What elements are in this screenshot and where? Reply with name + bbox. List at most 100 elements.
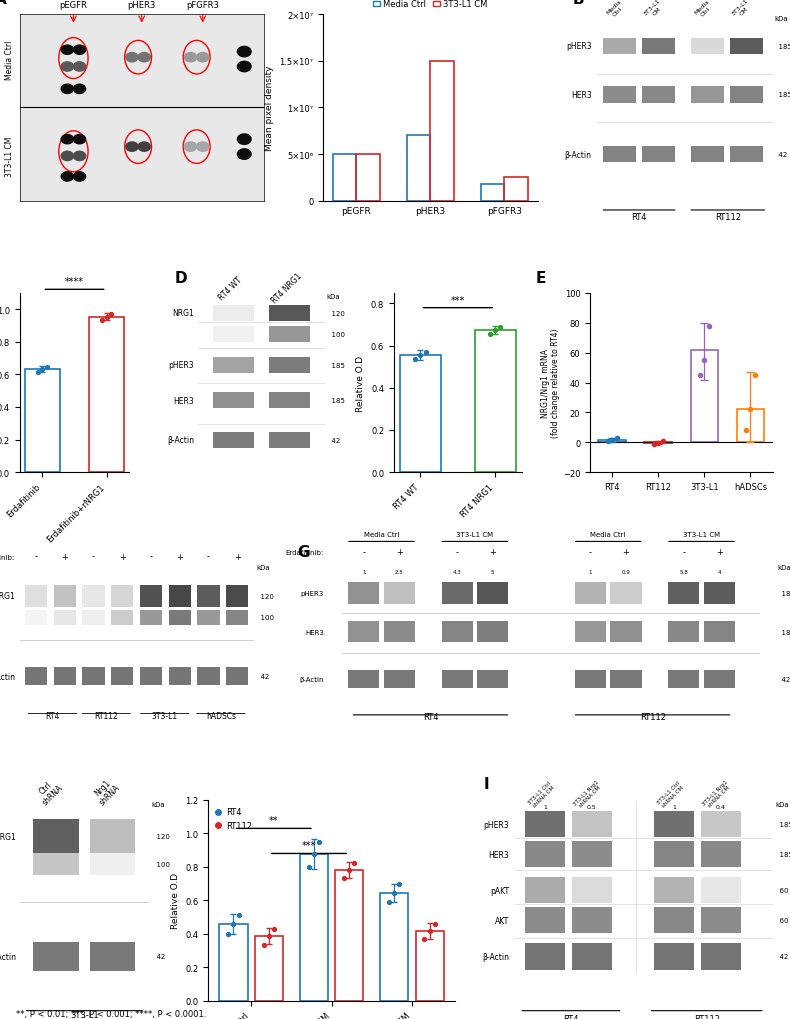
Bar	[704, 583, 735, 604]
Y-axis label: NRG1/Nrg1 mRNA
(fold change relative to RT4): NRG1/Nrg1 mRNA (fold change relative to …	[540, 328, 560, 438]
Bar	[226, 667, 248, 686]
Bar	[213, 432, 254, 448]
Bar	[213, 306, 254, 321]
Bar	[480, 184, 504, 202]
Text: AKT: AKT	[495, 916, 509, 925]
Bar	[407, 137, 431, 202]
Bar	[226, 610, 248, 626]
Text: -: -	[589, 548, 592, 556]
Bar	[416, 931, 444, 1001]
Text: 3T3-L1
CM: 3T3-L1 CM	[731, 0, 754, 21]
Text: 3T3-L1 Nrg1
shRNA CM: 3T3-L1 Nrg1 shRNA CM	[702, 779, 733, 810]
Circle shape	[184, 143, 197, 152]
Bar	[575, 671, 606, 689]
Bar	[33, 819, 78, 853]
Bar	[641, 87, 675, 104]
Text: β-Actin: β-Actin	[482, 952, 509, 961]
Bar	[701, 944, 741, 970]
Text: -: -	[683, 548, 685, 556]
Text: Media
Ctrl: Media Ctrl	[694, 0, 714, 20]
Text: 185: 185	[327, 398, 344, 404]
Bar	[33, 943, 78, 970]
Text: 42: 42	[774, 152, 788, 158]
Bar	[654, 811, 694, 838]
Text: 120: 120	[152, 834, 169, 840]
Bar	[33, 853, 78, 875]
Text: 3T3-L1 Ctrl
shRNA CM: 3T3-L1 Ctrl shRNA CM	[527, 780, 556, 809]
Text: HER3: HER3	[488, 850, 509, 859]
Text: 185: 185	[775, 851, 790, 857]
Text: HER3: HER3	[173, 396, 194, 406]
Text: kDa: kDa	[327, 294, 340, 300]
Text: +: +	[62, 552, 68, 561]
Bar	[477, 622, 508, 643]
Text: 5.8: 5.8	[679, 570, 688, 575]
Bar	[82, 586, 105, 607]
Bar	[269, 327, 310, 342]
Bar	[701, 811, 741, 838]
Y-axis label: Relative O.D: Relative O.D	[171, 872, 179, 928]
Text: 3T3-L1
CM: 3T3-L1 CM	[643, 0, 666, 21]
Circle shape	[238, 150, 251, 160]
Text: -: -	[363, 548, 365, 556]
Text: +: +	[396, 548, 403, 556]
Text: ***: ***	[450, 296, 465, 306]
Text: 3T3-L1 CM: 3T3-L1 CM	[457, 532, 494, 538]
Circle shape	[238, 62, 251, 72]
Legend: Media Ctrl, 3T3-L1 CM: Media Ctrl, 3T3-L1 CM	[370, 0, 491, 13]
Circle shape	[184, 53, 197, 63]
Circle shape	[73, 172, 85, 182]
Bar	[442, 583, 472, 604]
Text: β-Actin: β-Actin	[299, 677, 324, 683]
Bar	[442, 671, 472, 689]
Bar	[691, 39, 724, 55]
Circle shape	[62, 63, 73, 72]
Bar	[668, 622, 699, 643]
Text: pHER3: pHER3	[566, 43, 592, 51]
Bar	[611, 583, 641, 604]
Text: β-Actin: β-Actin	[0, 952, 16, 961]
Text: HER3: HER3	[571, 91, 592, 100]
Bar	[611, 671, 641, 689]
Bar	[269, 393, 310, 409]
Bar	[226, 586, 248, 607]
Bar	[525, 842, 565, 867]
Text: RT4: RT4	[563, 1014, 579, 1019]
Bar	[140, 586, 162, 607]
Text: 42: 42	[775, 954, 788, 960]
Bar	[603, 87, 637, 104]
Bar	[603, 39, 637, 55]
Bar	[89, 317, 124, 473]
Text: RT112: RT112	[715, 213, 741, 222]
Bar	[82, 610, 105, 626]
Circle shape	[238, 47, 251, 58]
Bar	[668, 583, 699, 604]
Bar	[654, 842, 694, 867]
Text: pHER3: pHER3	[168, 361, 194, 370]
Bar	[220, 924, 247, 1001]
Text: kDa: kDa	[775, 801, 789, 807]
Bar	[111, 586, 134, 607]
Text: A: A	[0, 0, 7, 7]
Bar	[54, 610, 76, 626]
Bar	[701, 842, 741, 867]
Circle shape	[197, 53, 209, 63]
Text: pEGFR: pEGFR	[59, 1, 88, 10]
Bar	[603, 147, 637, 163]
Bar	[269, 432, 310, 448]
Bar	[213, 327, 254, 342]
Bar	[641, 147, 675, 163]
Bar	[90, 819, 135, 853]
Text: 3T3-L1 Ctrl
shRNA CM: 3T3-L1 Ctrl shRNA CM	[656, 780, 685, 809]
Circle shape	[62, 136, 73, 145]
Bar	[25, 586, 47, 607]
Text: kDa: kDa	[256, 565, 269, 570]
Text: kDa: kDa	[777, 565, 790, 570]
Circle shape	[62, 172, 73, 182]
Text: Media Ctrl: Media Ctrl	[364, 532, 399, 538]
Text: Ctrl
shRNA: Ctrl shRNA	[33, 775, 65, 807]
Text: β-Actin: β-Actin	[565, 151, 592, 159]
Text: 3T3-L1: 3T3-L1	[152, 711, 178, 720]
Text: 3T3-L1 Nrg1
shRNA CM: 3T3-L1 Nrg1 shRNA CM	[572, 779, 604, 810]
Text: 0.5: 0.5	[587, 804, 596, 809]
